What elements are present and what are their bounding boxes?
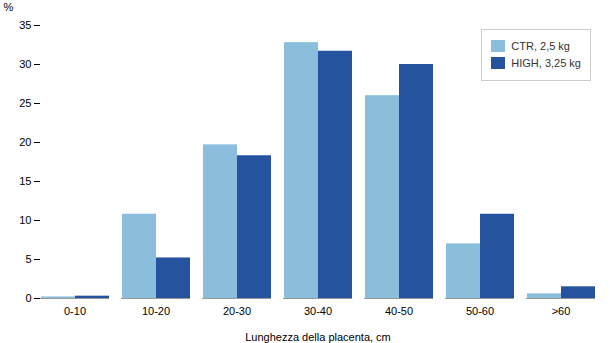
html-text:CTR, 2,5 kg: CTR, 2,5 kg <box>511 40 570 52</box>
html-text:HIGH, 3,25 kg: HIGH, 3,25 kg <box>511 57 581 70</box>
svg-text:0-10: 0-10 <box>64 305 86 317</box>
svg-text:%: % <box>4 1 14 13</box>
svg-text:25: 25 <box>19 97 31 109</box>
svg-text:20: 20 <box>19 136 31 148</box>
svg-text:10: 10 <box>19 214 31 226</box>
svg-text:Lunghezza della placenta, cm: Lunghezza della placenta, cm <box>245 331 391 343</box>
svg-text:20-30: 20-30 <box>223 305 251 317</box>
svg-text:>60: >60 <box>552 305 571 317</box>
svg-text:50-60: 50-60 <box>466 305 494 317</box>
svg-text:10-20: 10-20 <box>142 305 170 317</box>
svg-text:30-40: 30-40 <box>304 305 332 317</box>
svg-text:35: 35 <box>19 19 31 31</box>
svg-text:15: 15 <box>19 175 31 187</box>
svg-text:5: 5 <box>25 253 31 265</box>
svg-text:40-50: 40-50 <box>385 305 413 317</box>
svg-text:0: 0 <box>25 292 31 304</box>
svg-text:30: 30 <box>19 58 31 70</box>
